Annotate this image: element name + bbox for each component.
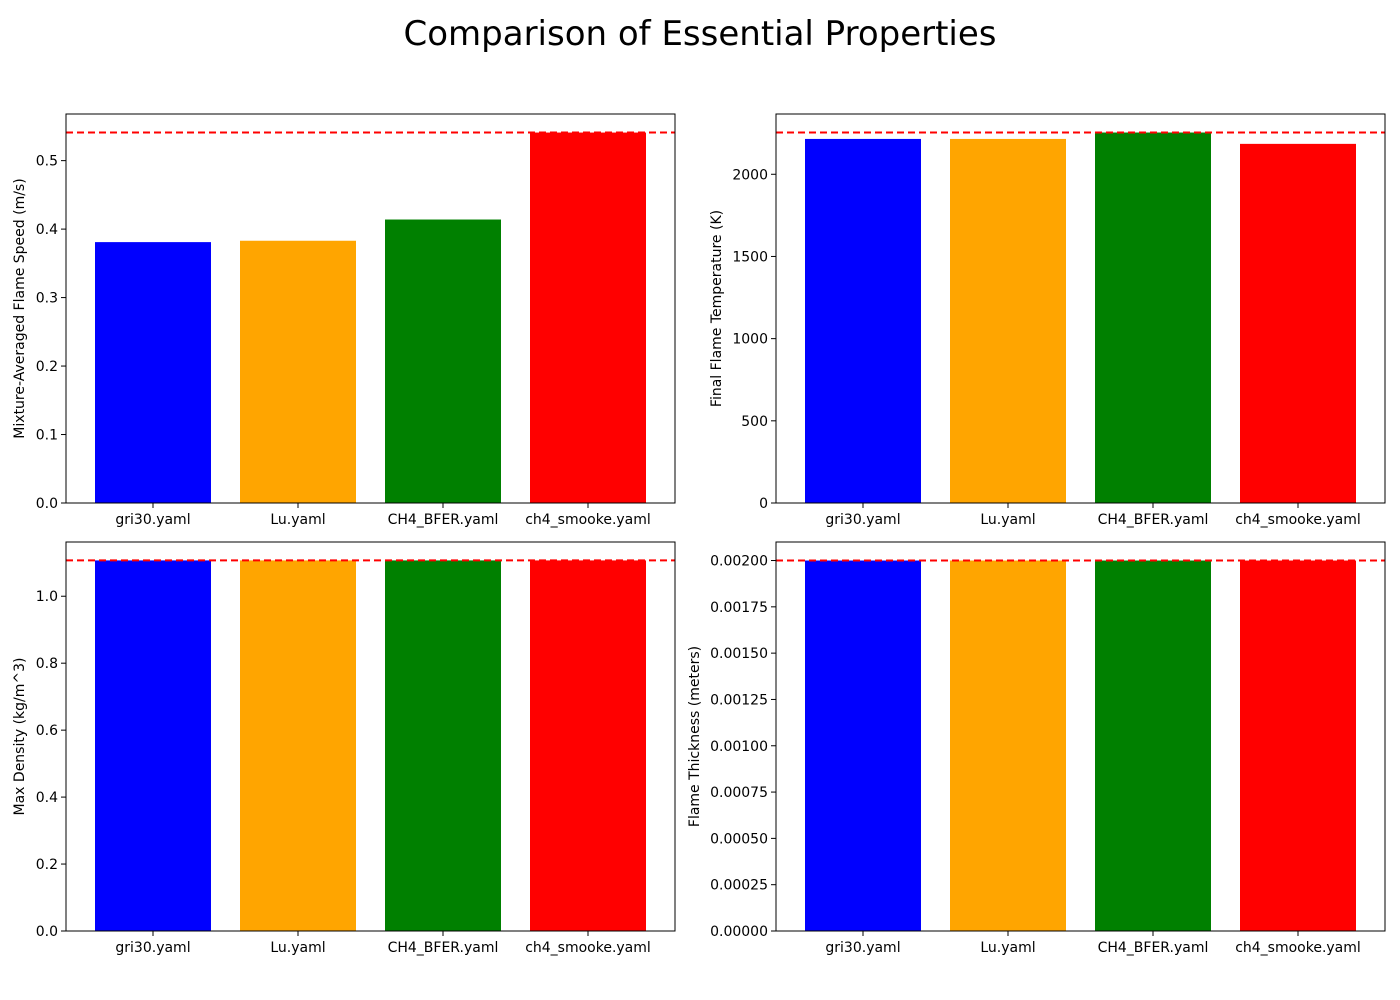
y-tick-label: 0.2 (36, 359, 58, 375)
x-tick-label: gri30.yaml (825, 940, 900, 956)
bar (95, 560, 211, 931)
bar (530, 560, 646, 931)
x-tick-label: ch4_smooke.yaml (525, 512, 651, 528)
y-tick-label: 2000 (732, 167, 768, 183)
y-axis-label: Max Density (kg/m^3) (12, 658, 28, 816)
y-tick-label: 0.4 (36, 222, 58, 238)
y-axis-label: Final Flame Temperature (K) (709, 210, 725, 407)
chart-flame-speed: 0.0 0.1 0.2 0.3 0.4 0.5 gri30.yaml Lu.yaml CH4_B… (12, 113, 676, 528)
bar (95, 242, 211, 503)
y-tick-label: 0.8 (36, 656, 58, 672)
y-tick-label: 1000 (732, 332, 768, 348)
y-tick-label: 0.2 (36, 857, 58, 873)
y-tick-label: 0.00175 (710, 600, 768, 616)
bar (385, 219, 501, 503)
x-tick-label: gri30.yaml (825, 512, 900, 528)
chart-flame-thickness: 0.00000 0.00025 0.00050 0.00075 0.00100 0.001… (687, 541, 1386, 956)
y-tick-label: 0.0 (36, 496, 58, 512)
bar (805, 560, 921, 931)
x-tick-label: Lu.yaml (270, 940, 325, 956)
y-tick-label: 0 (759, 496, 768, 512)
x-tick-label: CH4_BFER.yaml (388, 940, 499, 956)
bar (1240, 143, 1356, 503)
axes-frame (65, 541, 676, 932)
bar (1095, 560, 1211, 931)
x-tick-label: Lu.yaml (980, 940, 1035, 956)
x-tick-label: CH4_BFER.yaml (1098, 512, 1209, 528)
axes-frame (65, 113, 676, 504)
y-tick-label: 0.00000 (710, 924, 768, 940)
y-tick-label: 0.00125 (710, 692, 768, 708)
axes-frame (775, 113, 1386, 504)
y-tick-label: 500 (741, 414, 768, 430)
y-tick-label: 1500 (732, 249, 768, 265)
bar (240, 560, 356, 931)
y-tick-label: 0.0 (36, 924, 58, 940)
x-tick-label: gri30.yaml (115, 512, 190, 528)
y-axis-label: Flame Thickness (meters) (687, 646, 703, 827)
y-tick-label: 0.1 (36, 428, 58, 444)
y-tick-label: 0.00100 (710, 739, 768, 755)
bar (950, 138, 1066, 503)
x-tick-label: Lu.yaml (980, 512, 1035, 528)
y-tick-label: 0.00075 (710, 785, 768, 801)
y-axis-label: Mixture-Averaged Flame Speed (m/s) (12, 178, 28, 438)
y-tick-label: 0.00050 (710, 831, 768, 847)
bar (950, 560, 1066, 931)
bar (530, 132, 646, 504)
figure-title: Comparison of Essential Properties (403, 14, 997, 54)
bar (1240, 560, 1356, 931)
y-tick-label: 0.3 (36, 291, 58, 307)
x-tick-label: gri30.yaml (115, 940, 190, 956)
y-tick-label: 0.00025 (710, 878, 768, 894)
x-tick-label: ch4_smooke.yaml (525, 940, 651, 956)
y-tick-label: 0.00150 (710, 646, 768, 662)
bar (1095, 132, 1211, 503)
x-tick-label: ch4_smooke.yaml (1235, 940, 1361, 956)
bar (385, 560, 501, 931)
bar (805, 138, 921, 503)
axes-frame (775, 541, 1386, 932)
x-tick-label: ch4_smooke.yaml (1235, 512, 1361, 528)
y-tick-label: 0.4 (36, 790, 58, 806)
x-tick-label: CH4_BFER.yaml (1098, 940, 1209, 956)
bar (240, 240, 356, 503)
x-tick-label: Lu.yaml (270, 512, 325, 528)
chart-flame-temperature: 0 500 1000 1500 2000 gri30.yaml Lu.yaml CH4_BFE… (709, 113, 1386, 528)
x-tick-label: CH4_BFER.yaml (388, 512, 499, 528)
y-tick-label: 0.00200 (710, 554, 768, 570)
y-tick-label: 1.0 (36, 589, 58, 605)
y-tick-label: 0.5 (36, 154, 58, 170)
chart-max-density: 0.0 0.2 0.4 0.6 0.8 1.0 gri30.yaml Lu.yaml CH4_B… (12, 541, 676, 956)
y-tick-label: 0.6 (36, 723, 58, 739)
